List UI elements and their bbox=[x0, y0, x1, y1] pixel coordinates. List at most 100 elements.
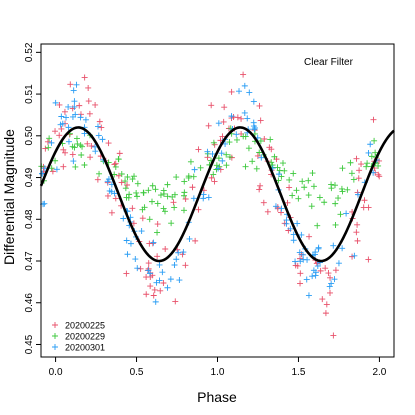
data-point bbox=[251, 126, 258, 133]
y-tick-label: 0.52 bbox=[24, 42, 35, 62]
data-point bbox=[71, 98, 78, 105]
data-point bbox=[257, 182, 264, 189]
data-point bbox=[58, 125, 65, 132]
data-point bbox=[226, 153, 233, 160]
data-point bbox=[351, 252, 358, 259]
data-point bbox=[92, 148, 99, 155]
data-point bbox=[312, 249, 319, 256]
data-point bbox=[348, 170, 355, 177]
data-point bbox=[52, 99, 59, 106]
data-point bbox=[256, 102, 263, 109]
data-point bbox=[310, 267, 317, 274]
data-point bbox=[65, 103, 72, 110]
data-point bbox=[358, 161, 365, 168]
data-point bbox=[290, 231, 297, 238]
data-point bbox=[129, 176, 136, 183]
y-tick-label: 0.50 bbox=[24, 126, 35, 146]
data-point bbox=[133, 189, 140, 196]
data-point bbox=[87, 154, 94, 161]
data-point bbox=[146, 240, 153, 247]
data-point bbox=[293, 187, 300, 194]
data-point bbox=[145, 260, 152, 267]
data-point bbox=[140, 189, 147, 196]
data-point bbox=[218, 150, 225, 157]
data-point bbox=[71, 144, 78, 151]
data-point bbox=[286, 176, 293, 183]
data-point bbox=[219, 157, 226, 164]
data-point bbox=[205, 194, 212, 201]
data-point bbox=[312, 272, 319, 279]
y-tick-label: 0.47 bbox=[24, 251, 35, 271]
data-point bbox=[156, 277, 163, 284]
legend-label: 20200301 bbox=[65, 343, 105, 353]
data-point bbox=[292, 262, 299, 269]
data-point bbox=[96, 118, 103, 125]
data-point bbox=[94, 176, 101, 183]
data-point bbox=[233, 131, 240, 138]
y-tick-label: 0.51 bbox=[24, 84, 35, 104]
data-point bbox=[215, 155, 222, 162]
data-point bbox=[354, 237, 361, 244]
data-point bbox=[132, 256, 139, 263]
data-point bbox=[325, 270, 332, 277]
data-point bbox=[58, 113, 65, 120]
data-point bbox=[173, 256, 180, 263]
data-point bbox=[371, 137, 378, 144]
data-point bbox=[254, 152, 261, 159]
data-point bbox=[77, 114, 84, 121]
data-point bbox=[92, 101, 99, 108]
data-point bbox=[60, 146, 67, 153]
data-point bbox=[347, 159, 354, 166]
data-point bbox=[81, 130, 88, 137]
data-point bbox=[131, 173, 138, 180]
data-point bbox=[81, 162, 88, 169]
data-point bbox=[112, 195, 119, 202]
data-point bbox=[300, 256, 307, 263]
data-point bbox=[108, 209, 115, 216]
data-point bbox=[63, 114, 70, 121]
data-point bbox=[299, 178, 306, 185]
data-point bbox=[57, 121, 64, 128]
data-point bbox=[284, 199, 291, 206]
data-point bbox=[134, 193, 141, 200]
data-point bbox=[343, 210, 350, 217]
data-point bbox=[69, 105, 76, 112]
data-point bbox=[96, 170, 103, 177]
data-point bbox=[124, 251, 131, 258]
data-point bbox=[272, 203, 279, 210]
data-point bbox=[316, 194, 323, 201]
data-point bbox=[301, 184, 308, 191]
data-point bbox=[79, 143, 86, 150]
data-point bbox=[355, 191, 362, 198]
data-point bbox=[186, 235, 193, 242]
data-point bbox=[296, 249, 303, 256]
data-point bbox=[335, 195, 342, 202]
data-point bbox=[375, 162, 382, 169]
data-point bbox=[104, 192, 111, 199]
data-point bbox=[160, 279, 167, 286]
data-point bbox=[49, 168, 56, 175]
data-point bbox=[197, 164, 204, 171]
data-point bbox=[70, 87, 77, 94]
x-tick-label: 1.0 bbox=[211, 367, 225, 378]
data-point bbox=[195, 146, 202, 153]
data-point bbox=[370, 116, 377, 123]
data-point bbox=[292, 258, 299, 265]
data-point bbox=[327, 274, 334, 281]
data-point bbox=[94, 123, 101, 130]
data-point bbox=[337, 211, 344, 218]
data-point bbox=[219, 133, 226, 140]
data-point bbox=[41, 200, 48, 207]
data-point bbox=[60, 163, 67, 170]
data-point bbox=[138, 228, 145, 235]
data-point bbox=[143, 274, 150, 281]
data-point bbox=[308, 203, 315, 210]
data-point bbox=[170, 199, 177, 206]
data-point bbox=[257, 117, 264, 124]
data-point bbox=[154, 229, 161, 236]
y-tick-label: 0.48 bbox=[24, 209, 35, 229]
data-point bbox=[137, 265, 144, 272]
series-20200301 bbox=[39, 81, 380, 305]
data-point bbox=[339, 245, 346, 252]
data-point bbox=[290, 237, 297, 244]
